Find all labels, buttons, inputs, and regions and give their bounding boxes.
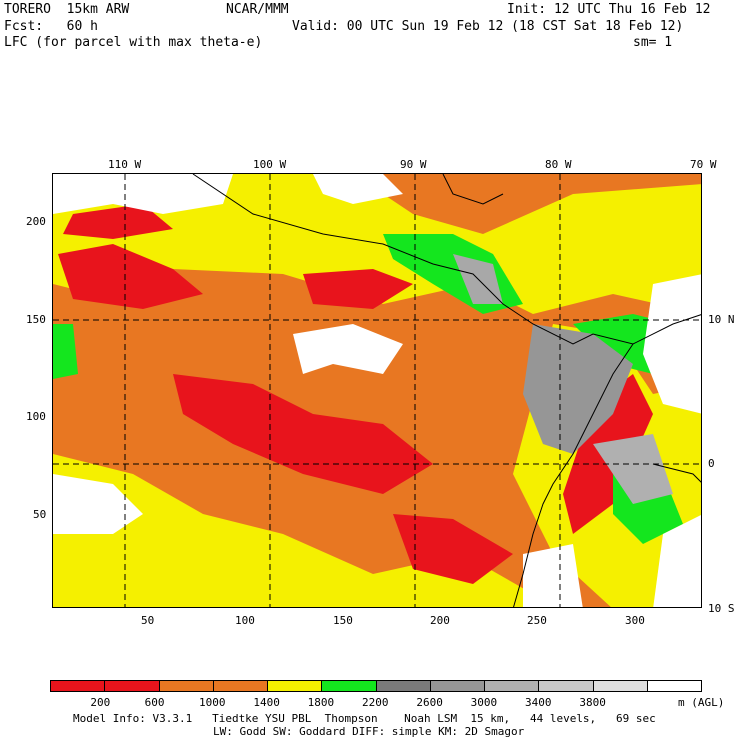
red-patch-north-central — [303, 269, 413, 309]
legend-swatch — [51, 681, 106, 691]
yellow-band-north — [53, 174, 701, 314]
legend-label: 1400 — [253, 696, 280, 709]
lon-tick-90w: 90 W — [400, 158, 427, 171]
legend-swatch — [539, 681, 594, 691]
lat-tick-10n: 10 N — [708, 313, 735, 326]
lon-tick-80w: 80 W — [545, 158, 572, 171]
legend-label: 1000 — [199, 696, 226, 709]
grid-x-tick-300: 300 — [625, 614, 645, 627]
legend-label: 3400 — [525, 696, 552, 709]
grid-x-tick-50: 50 — [141, 614, 155, 627]
legend-swatch — [105, 681, 160, 691]
white-patch-center — [293, 324, 403, 374]
white-patch-gulf — [313, 174, 403, 204]
legend-swatch — [268, 681, 323, 691]
legend-swatch — [159, 681, 214, 691]
red-patch-south — [393, 514, 513, 584]
lon-tick-110w: 110 W — [108, 158, 142, 171]
legend-label: 3800 — [579, 696, 606, 709]
legend-label: 2600 — [416, 696, 443, 709]
grid-x-tick-100: 100 — [235, 614, 255, 627]
red-patch-northwest — [58, 244, 203, 309]
legend-label: 200 — [90, 696, 111, 709]
legend-swatch — [647, 681, 701, 691]
lfc-field-graphic — [53, 174, 701, 607]
grid-x-tick-150: 150 — [333, 614, 353, 627]
physics-info: LW: Godd SW: Goddard DIFF: simple KM: 2D… — [213, 725, 525, 738]
model-info: Model Info: V3.3.1 Tiedtke YSU PBL Thomp… — [73, 712, 656, 725]
lon-tick-70w: 70 W — [690, 158, 717, 171]
grid-y-tick-50: 50 — [33, 508, 47, 521]
grid-x-tick-200: 200 — [430, 614, 450, 627]
white-patch-south-coast — [523, 544, 583, 607]
gray-terrain-ridge — [523, 324, 633, 454]
green-patch-west — [53, 324, 78, 379]
legend-swatch — [322, 681, 377, 691]
grid-y-tick-200: 200 — [26, 215, 46, 228]
model-name: TORERO 15km ARW — [4, 2, 130, 17]
white-patch-west-low — [53, 474, 143, 534]
legend-swatch — [485, 681, 540, 691]
legend-swatch — [430, 681, 485, 691]
legend-swatch — [593, 681, 648, 691]
init-time: Init: 12 UTC Thu 16 Feb 12 — [507, 2, 711, 17]
lat-tick-0: 0 — [708, 457, 715, 470]
legend-label: 1800 — [307, 696, 335, 709]
gray-terrain-south — [593, 434, 673, 504]
legend-swatch — [213, 681, 268, 691]
color-legend — [50, 680, 702, 692]
white-patch-andes — [643, 274, 701, 414]
forecast-hour: Fcst: 60 h — [4, 19, 98, 34]
white-patch-southeast — [653, 515, 701, 607]
grid-y-tick-150: 150 — [26, 313, 46, 326]
valid-time: Valid: 00 UTC Sun 19 Feb 12 (18 CST Sat … — [292, 19, 684, 34]
legend-label: 600 — [144, 696, 165, 709]
legend-unit: m (AGL) — [678, 696, 725, 709]
lat-tick-10s: 10 S — [708, 602, 735, 615]
legend-swatch — [376, 681, 431, 691]
red-patch-north-upper — [63, 204, 173, 239]
white-patch-northwest — [53, 174, 233, 214]
legend-label: 3000 — [470, 696, 498, 709]
grid-x-tick-250: 250 — [527, 614, 547, 627]
lfc-map — [52, 173, 702, 608]
organization: NCAR/MMM — [226, 2, 289, 17]
field-title: LFC (for parcel with max theta-e) — [4, 35, 263, 50]
lat-lon-grid — [53, 174, 701, 607]
smoothing: sm= 1 — [633, 35, 673, 50]
grid-y-tick-100: 100 — [26, 410, 46, 423]
legend-label: 2200 — [362, 696, 389, 709]
coastlines — [192, 174, 701, 607]
lon-tick-100w: 100 W — [253, 158, 287, 171]
